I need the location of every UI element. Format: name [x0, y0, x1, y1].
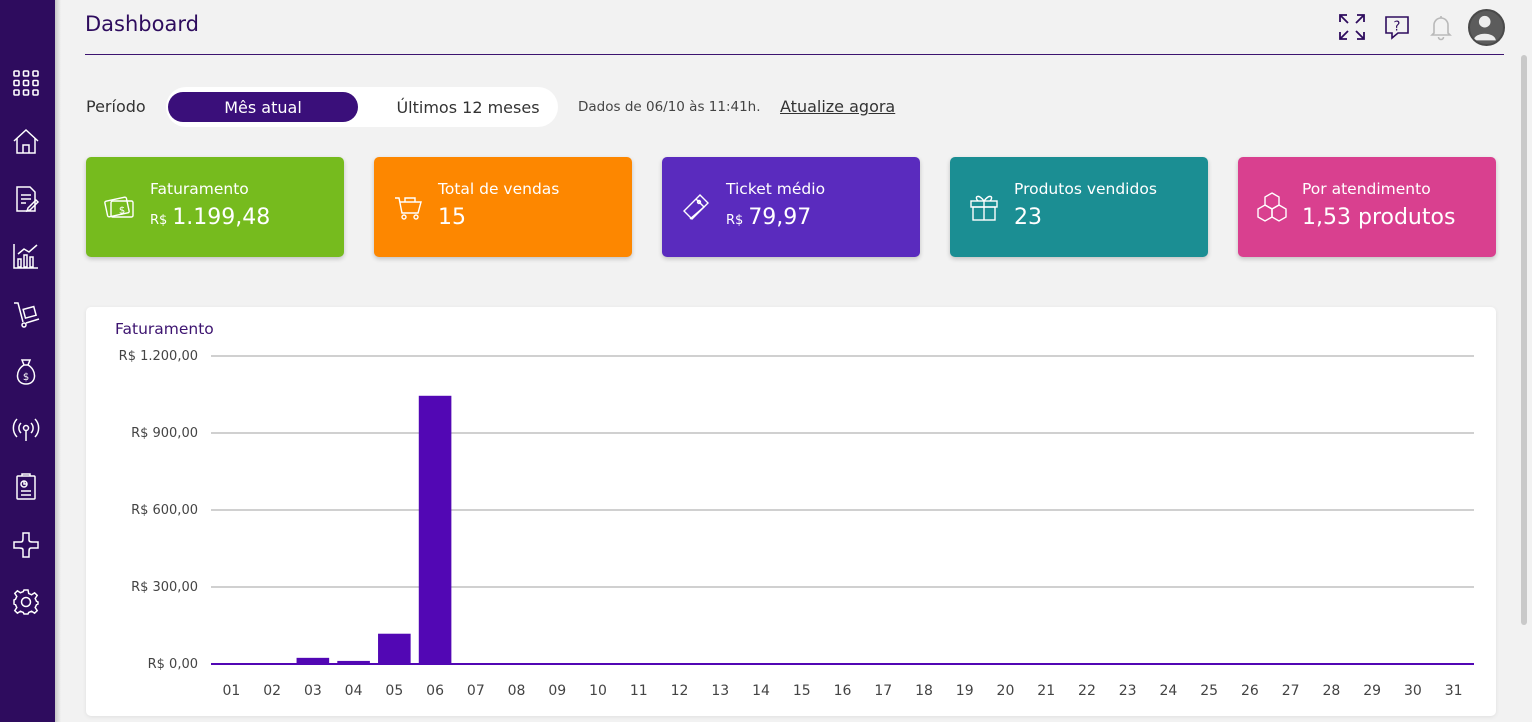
period-label: Período [86, 97, 146, 116]
kpi-amount: 15 [438, 205, 466, 230]
period-option-last-12-months[interactable]: Últimos 12 meses [396, 97, 540, 117]
cart-icon [395, 197, 422, 220]
x-tick-label: 26 [1241, 683, 1259, 699]
kpi-amount: 1.199,48 [172, 205, 271, 230]
bar [418, 395, 452, 664]
kpi-label: Faturamento [150, 180, 249, 198]
bell-icon[interactable] [1424, 10, 1458, 44]
data-updated-text: Dados de 06/10 às 11:41h. [578, 99, 761, 115]
money-bag-icon[interactable]: $ [9, 355, 43, 389]
x-tick-label: 16 [834, 683, 852, 699]
x-tick-label: 25 [1200, 683, 1218, 699]
x-tick-label: 29 [1363, 683, 1381, 699]
y-tick-label: R$ 1.200,00 [119, 349, 198, 364]
svg-text:$: $ [119, 206, 125, 217]
x-tick-label: 13 [711, 683, 729, 699]
money-icon: $ [104, 196, 134, 218]
x-tick-label: 24 [1160, 683, 1178, 699]
y-tick-label: R$ 900,00 [131, 426, 198, 441]
x-tick-label: 07 [467, 683, 485, 699]
page-title: Dashboard [85, 12, 199, 36]
bar-chart-icon[interactable] [9, 239, 43, 273]
y-tick-label: R$ 0,00 [148, 657, 198, 672]
revenue-bar-chart: R$ 0,00 R$ 300,00 R$ 600,00 R$ 900,00 R$ 1.2… [119, 349, 1474, 699]
kpi-currency: R$ [150, 213, 168, 228]
kpi-value: 15 [438, 205, 466, 230]
kpi-value: R$ 1.199,48 [150, 205, 270, 230]
x-tick-label: 20 [997, 683, 1015, 699]
kpi-card-average-ticket: Ticket médio R$ 79,97 [662, 157, 920, 257]
x-tick-label: 12 [671, 683, 689, 699]
gift-icon [970, 195, 998, 221]
kpi-label: Por atendimento [1302, 180, 1431, 198]
x-tick-label: 22 [1078, 683, 1096, 699]
x-tick-label: 31 [1445, 683, 1463, 699]
x-tick-label: 04 [345, 683, 363, 699]
kpi-currency: R$ [726, 213, 744, 228]
sidebar: $ [0, 0, 55, 722]
kpi-card-products-sold: Produtos vendidos 23 [950, 157, 1208, 257]
hand-truck-icon[interactable] [9, 297, 43, 331]
bar [296, 657, 330, 664]
x-tick-label: 08 [508, 683, 526, 699]
broadcast-icon[interactable] [9, 412, 43, 446]
x-tick-label: 11 [630, 683, 648, 699]
x-tick-label: 28 [1322, 683, 1340, 699]
x-tick-label: 14 [752, 683, 770, 699]
x-tick-label: 21 [1037, 683, 1055, 699]
document-edit-icon[interactable] [9, 182, 43, 216]
help-icon[interactable]: ? [1380, 10, 1414, 44]
kpi-amount: 79,97 [748, 205, 812, 230]
x-tick-label: 17 [874, 683, 892, 699]
puzzle-icon[interactable] [9, 528, 43, 562]
x-tick-label: 03 [304, 683, 322, 699]
x-tick-label: 06 [426, 683, 444, 699]
settings-icon[interactable] [9, 585, 43, 619]
kpi-label: Produtos vendidos [1014, 180, 1157, 198]
kpi-value: R$ 79,97 [726, 205, 811, 230]
y-tick-label: R$ 600,00 [131, 503, 198, 518]
kpi-value: 23 [1014, 205, 1042, 230]
x-tick-label: 18 [915, 683, 933, 699]
user-avatar-icon[interactable] [1468, 9, 1505, 46]
kpi-label: Ticket médio [726, 180, 826, 198]
x-tick-label: 19 [956, 683, 974, 699]
report-icon[interactable] [9, 470, 43, 504]
bar [337, 660, 370, 664]
kpi-card-revenue: $ Faturamento R$ 1.199,48 [86, 157, 344, 257]
kpi-card-total-sales: Total de vendas 15 [374, 157, 632, 257]
kpi-amount: 1,53 produtos [1302, 205, 1456, 230]
svg-text:$: $ [23, 372, 29, 383]
x-tick-label: 27 [1282, 683, 1300, 699]
svg-text:?: ? [1394, 20, 1401, 35]
kpi-value: 1,53 produtos [1302, 205, 1455, 230]
ticket-icon [683, 194, 709, 220]
fullscreen-icon[interactable] [1335, 10, 1369, 44]
x-tick-label: 02 [263, 683, 281, 699]
kpi-card-per-service: Por atendimento 1,53 produtos [1238, 157, 1496, 257]
apps-grid-icon[interactable] [9, 66, 43, 100]
x-tick-label: 23 [1119, 683, 1137, 699]
sidebar-shadow [55, 0, 61, 722]
y-tick-label: R$ 300,00 [131, 580, 198, 595]
boxes-icon [1257, 192, 1287, 222]
revenue-chart-card [86, 307, 1496, 716]
x-tick-label: 30 [1404, 683, 1422, 699]
kpi-label: Total de vendas [438, 180, 560, 198]
x-tick-label: 09 [548, 683, 566, 699]
scrollbar[interactable] [1521, 55, 1527, 625]
period-option-current-month[interactable]: Mês atual [168, 92, 358, 122]
x-tick-label: 15 [793, 683, 811, 699]
x-tick-label: 01 [222, 683, 240, 699]
refresh-now-link[interactable]: Atualize agora [780, 97, 896, 116]
home-icon[interactable] [9, 124, 43, 158]
x-tick-label: 05 [385, 683, 403, 699]
kpi-amount: 23 [1014, 205, 1042, 230]
x-tick-label: 10 [589, 683, 607, 699]
period-toggle: Mês atual Últimos 12 meses [166, 87, 558, 127]
chart-title: Faturamento [115, 320, 214, 338]
header-divider [85, 54, 1504, 55]
bar [378, 633, 411, 664]
